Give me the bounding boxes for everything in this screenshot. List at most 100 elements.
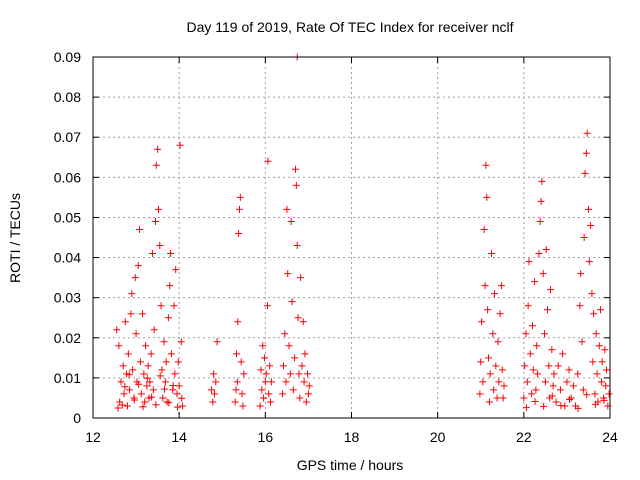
x-tick-label: 12: [85, 429, 101, 445]
data-point-marker: [157, 302, 165, 310]
data-point-marker: [536, 217, 544, 225]
data-point-marker: [135, 380, 143, 388]
data-point-marker: [483, 193, 491, 201]
data-point-marker: [601, 346, 609, 354]
x-axis-ticks: 12 14 16 18 20 22 24: [85, 57, 618, 445]
data-point-marker: [236, 193, 244, 201]
data-point-marker: [209, 398, 217, 406]
data-point-marker: [296, 394, 304, 402]
y-tick-label: 0.03: [54, 290, 81, 306]
y-tick-label: 0.06: [54, 169, 81, 185]
data-point-marker: [232, 386, 240, 394]
data-point-marker: [484, 306, 492, 314]
y-tick-label: 0.05: [54, 209, 81, 225]
data-point-marker: [158, 366, 166, 374]
data-point-marker: [115, 342, 123, 350]
data-point-marker: [301, 350, 309, 358]
data-point-marker: [567, 394, 575, 402]
data-point-marker: [148, 393, 156, 401]
data-point-marker: [234, 318, 242, 326]
data-point-marker: [481, 282, 489, 290]
data-point-marker: [493, 394, 501, 402]
data-point-marker: [294, 314, 302, 322]
data-point-marker: [529, 366, 537, 374]
data-point-marker: [559, 350, 567, 358]
data-point-marker: [284, 270, 292, 278]
data-point-marker: [581, 169, 589, 177]
data-point-marker: [263, 302, 271, 310]
data-point-marker: [210, 390, 218, 398]
data-point-marker: [603, 366, 611, 374]
data-point-marker: [129, 366, 137, 374]
data-point-marker: [489, 330, 497, 338]
data-point-marker: [139, 310, 147, 318]
data-point-marker: [128, 290, 136, 298]
data-point-marker: [292, 181, 300, 189]
data-point-marker: [140, 370, 148, 378]
data-point-marker: [565, 366, 573, 374]
data-point-marker: [584, 205, 592, 213]
data-point-marker: [597, 378, 605, 386]
data-point-marker: [231, 398, 239, 406]
data-point-marker: [598, 358, 606, 366]
data-point-marker: [528, 390, 536, 398]
data-point-marker: [260, 354, 268, 362]
data-point-marker: [605, 390, 613, 398]
data-point-marker: [520, 394, 528, 402]
data-point-marker: [260, 394, 268, 402]
data-point-marker: [590, 310, 598, 318]
data-point-marker: [302, 398, 310, 406]
data-point-marker: [262, 370, 270, 378]
data-point-marker: [547, 286, 555, 294]
data-point-marker: [579, 386, 587, 394]
data-point-marker: [139, 403, 147, 411]
data-point-marker: [212, 378, 220, 386]
data-point-marker: [143, 382, 151, 390]
y-axis-ticks: 0 0.01 0.02 0.03 0.04 0.05 0.06 0.07 0.08 0.09: [54, 49, 610, 426]
data-point-marker: [552, 398, 560, 406]
data-point-marker: [557, 402, 565, 410]
data-point-marker: [535, 250, 543, 258]
data-point-marker: [114, 404, 122, 412]
data-point-marker: [121, 318, 129, 326]
data-point-marker: [291, 354, 299, 362]
data-point-marker: [287, 217, 295, 225]
data-point-marker: [264, 157, 272, 165]
data-point-marker: [156, 242, 164, 250]
data-point-marker: [279, 362, 287, 370]
data-point-marker: [485, 398, 493, 406]
data-point-marker: [532, 386, 540, 394]
data-point-marker: [279, 390, 287, 398]
data-point-marker: [237, 358, 245, 366]
data-point-marker: [113, 326, 121, 334]
data-point-marker: [477, 358, 485, 366]
data-point-marker: [233, 378, 241, 386]
data-point-marker: [585, 258, 593, 266]
data-point-marker: [285, 342, 293, 350]
data-point-marker: [257, 366, 265, 374]
data-point-marker: [283, 205, 291, 213]
data-points: [113, 53, 613, 412]
data-point-marker: [288, 298, 296, 306]
data-point-marker: [213, 338, 221, 346]
data-point-marker: [240, 370, 248, 378]
x-axis-label: GPS time / hours: [297, 457, 404, 473]
data-point-marker: [482, 161, 490, 169]
data-point-marker: [531, 278, 539, 286]
data-point-marker: [523, 378, 531, 386]
data-point-marker: [171, 370, 179, 378]
data-point-marker: [600, 396, 608, 404]
data-point-marker: [134, 262, 142, 270]
data-point-marker: [178, 394, 186, 402]
data-point-marker: [282, 378, 290, 386]
data-point-marker: [136, 225, 144, 233]
data-point-marker: [148, 250, 156, 258]
data-point-marker: [593, 370, 601, 378]
data-point-marker: [136, 358, 144, 366]
data-point-marker: [146, 378, 154, 386]
data-point-marker: [522, 330, 530, 338]
data-point-marker: [602, 382, 610, 390]
data-point-marker: [265, 390, 273, 398]
data-point-marker: [239, 402, 247, 410]
